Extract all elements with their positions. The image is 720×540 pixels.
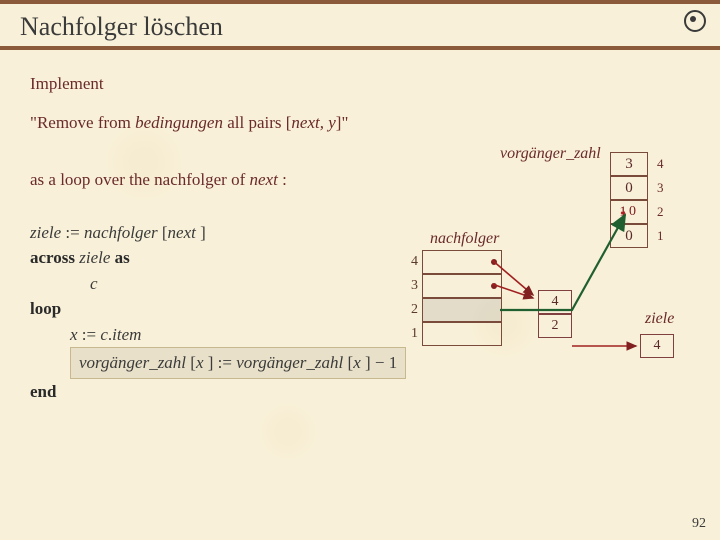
vz-v4: 3: [625, 156, 633, 173]
z-cell-1: 2: [538, 314, 572, 338]
h1: vorgänger_zahl: [79, 353, 186, 372]
z-cell-0: 4: [538, 290, 572, 314]
c1f: ]: [196, 223, 206, 242]
q5: , y: [320, 113, 336, 132]
page-number: 92: [692, 516, 706, 532]
c4: loop: [30, 299, 61, 318]
nf-table: 4 3 2 1: [398, 250, 502, 346]
vz-table: 3 4 0 3 1 0 2 0 1: [610, 152, 648, 248]
vz-i4: 4: [657, 156, 664, 172]
line-implement: Implement: [30, 70, 700, 97]
nf-row-4: 4: [398, 250, 502, 274]
c1a: ziele: [30, 223, 61, 242]
ptr-dot-icon: [491, 259, 497, 265]
c7: end: [30, 382, 56, 401]
nf-i1: 1: [398, 322, 422, 346]
vz-i3: 3: [657, 180, 664, 196]
page-title: Nachfolger löschen: [20, 12, 700, 42]
vz-i1: 1: [657, 228, 664, 244]
q3: all pairs [: [223, 113, 291, 132]
c2b: ziele: [79, 248, 110, 267]
nf-c1: [422, 322, 502, 346]
vz-cell-2: 1 0 2: [610, 200, 648, 224]
c2c: as: [110, 248, 129, 267]
h3: x: [196, 353, 204, 372]
c3: c: [90, 274, 98, 293]
nf-i3: 3: [398, 274, 422, 298]
q4: next: [291, 113, 319, 132]
c5c: c: [100, 325, 108, 344]
label-vorgaenger: vorgänger_zahl: [500, 145, 601, 163]
nf-c3: [422, 274, 502, 298]
nf-row-2: 2: [398, 298, 502, 322]
nf-i4: 4: [398, 250, 422, 274]
c2a: across: [30, 248, 79, 267]
lp1: as a loop over the nachfolger of: [30, 170, 250, 189]
vz-v3: 0: [625, 180, 633, 197]
vz-cell-3: 0 3: [610, 176, 648, 200]
h5: vorgänger_zahl: [236, 353, 343, 372]
lp3: :: [282, 170, 287, 189]
c1e: next: [168, 223, 196, 242]
q6: ]": [336, 113, 349, 132]
h4: ] :=: [204, 353, 237, 372]
nf-i2: 2: [398, 298, 422, 322]
ziele-table: 4 2: [538, 290, 572, 338]
c1b: :=: [61, 223, 84, 242]
line-quote: "Remove from bedingungen all pairs [next…: [30, 109, 700, 136]
label-nachfolger: nachfolger: [430, 230, 499, 248]
c1d: [: [158, 223, 168, 242]
label-ziele: ziele: [645, 310, 674, 328]
content-area: Implement "Remove from bedingungen all p…: [0, 50, 720, 500]
c5b: :=: [78, 325, 101, 344]
eiffel-logo-icon: [684, 10, 706, 32]
ptr-dot-icon: [491, 283, 497, 289]
nf-c4: [422, 250, 502, 274]
q1: "Remove from: [30, 113, 135, 132]
q2: bedingungen: [135, 113, 223, 132]
vz-cell-1: 0 1: [610, 224, 648, 248]
vz-i2: 2: [657, 204, 664, 220]
vz-cell-4: 3 4: [610, 152, 648, 176]
side-box: 4: [640, 334, 674, 358]
title-block: Nachfolger löschen: [0, 2, 720, 48]
nf-c2: [422, 298, 502, 322]
nf-row-1: 1: [398, 322, 502, 346]
diagram: vorgänger_zahl nachfolger ziele 3 4 0 3 …: [340, 160, 700, 390]
c5a: x: [70, 325, 78, 344]
c1c: nachfolger: [84, 223, 158, 242]
lp2: next: [250, 170, 278, 189]
vz-n2: 0: [629, 204, 636, 220]
nf-row-3: 3: [398, 274, 502, 298]
txt-implement: Implement: [30, 74, 104, 93]
c5e: item: [112, 325, 141, 344]
vz-v1: 0: [625, 228, 633, 245]
vz-v2: 1: [619, 204, 627, 221]
h2: [: [186, 353, 196, 372]
